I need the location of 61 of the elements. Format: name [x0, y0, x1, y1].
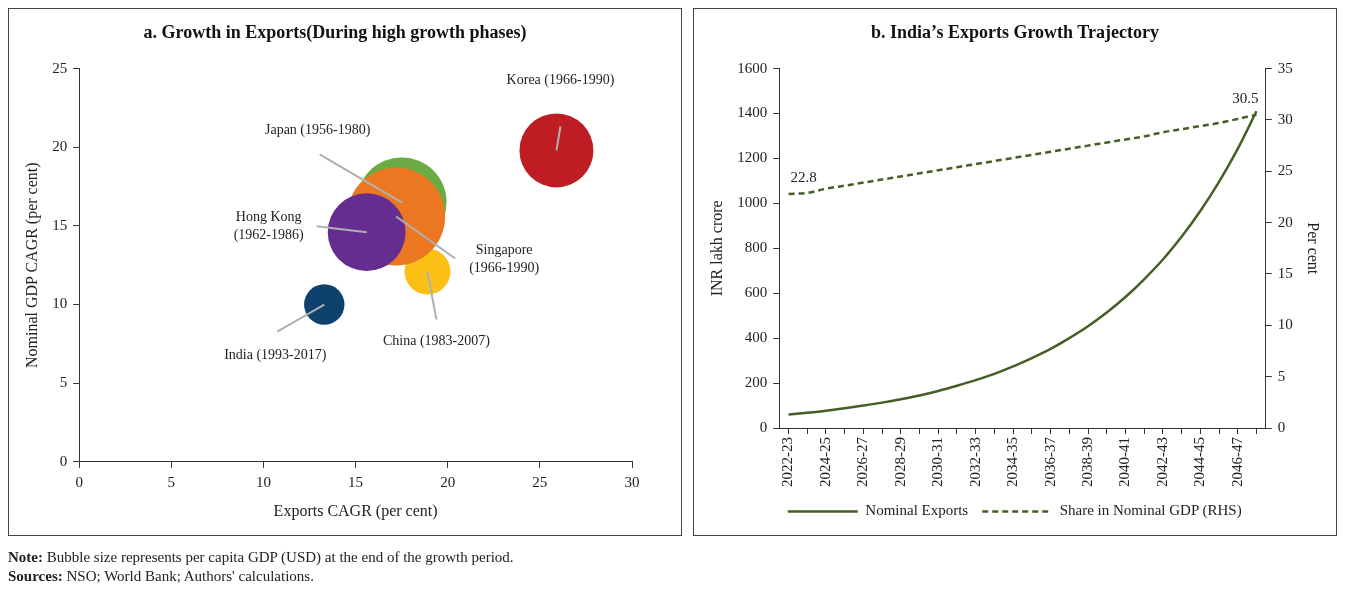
x-tick-label: 2044-45: [1191, 437, 1208, 487]
text: Korea (1966-1990): [506, 72, 615, 89]
x-tick-label: 15: [348, 473, 364, 490]
x-tick-label: 30: [624, 473, 640, 490]
x-tick-label: 2028-29: [891, 437, 908, 487]
x-tick-label: 10: [255, 473, 271, 490]
y-tick-label: 5: [59, 374, 68, 391]
y2-tick-label: 5: [1277, 367, 1286, 384]
y-tick-label: 1600: [737, 59, 768, 76]
x-tick-label: 2038-39: [1078, 437, 1095, 487]
x-tick-label: 2022-23: [779, 437, 796, 487]
y-tick-label: 25: [52, 59, 68, 76]
x-tick-label: 2026-27: [854, 436, 871, 487]
legend-label: Share in Nominal GDP (RHS): [1059, 502, 1242, 520]
y-tick-label: 1400: [737, 104, 768, 121]
text: China (1983-2007): [383, 333, 491, 350]
y2-tick-label: 15: [1277, 264, 1293, 281]
x-tick-label: 2042-43: [1153, 437, 1170, 487]
y-tick-label: 10: [52, 295, 68, 312]
x-tick-label: 20: [440, 473, 456, 490]
x-tick-label: 2046-47: [1228, 436, 1245, 487]
series-label: Japan (1956-1980): [264, 121, 371, 138]
y-axis-title: INR lakh crore: [707, 200, 725, 297]
y-tick-label: 800: [744, 239, 768, 256]
y2-tick-label: 0: [1277, 418, 1286, 435]
chart-title: b. India’s Exports Growth Trajectory: [871, 22, 1159, 43]
data-label: 30.5: [1232, 90, 1259, 107]
y-tick-label: 0: [759, 418, 768, 435]
series-label: India (1993-2017): [224, 347, 327, 364]
x-axis-title: Exports CAGR (per cent): [273, 501, 438, 520]
y2-tick-label: 30: [1277, 110, 1293, 127]
y2-tick-label: 35: [1277, 59, 1293, 76]
y2-axis-title: Per cent: [1305, 222, 1323, 275]
series-label: Hong Kong (1962-1986): [233, 208, 304, 243]
x-tick-label: 2040-41: [1116, 437, 1133, 487]
text: Singapore (1966-1990): [469, 242, 540, 277]
y-tick-label: 1200: [737, 149, 768, 166]
y-tick-label: 20: [52, 138, 68, 155]
y-tick-label: 400: [744, 329, 768, 346]
x-tick-label: 2036-37: [1041, 436, 1058, 487]
y2-tick-label: 20: [1277, 213, 1293, 230]
y-tick-label: 15: [52, 216, 68, 233]
y2-tick-label: 10: [1277, 316, 1293, 333]
y-tick-label: 600: [744, 284, 768, 301]
line-series: [787, 110, 1258, 416]
x-tick-label: 25: [532, 473, 548, 490]
y-tick-label: 1000: [737, 194, 768, 211]
x-tick-label: 0: [75, 473, 83, 490]
y-tick-label: 200: [744, 374, 768, 391]
text: Note: Bubble size represents per capita GDP (USD) at the end of the growth period.: [8, 548, 515, 567]
y2-tick-label: 25: [1277, 162, 1293, 179]
legend-label: Nominal Exports: [865, 502, 969, 519]
x-tick-label: 2034-35: [1004, 437, 1021, 487]
chart-title: a. Growth in Exports(During high growth phases): [143, 22, 527, 44]
source-note: Sources: NSO; World Bank; Authors' calculations.: [8, 567, 315, 586]
y-axis-title: Nominal GDP CAGR (per cent): [22, 162, 41, 368]
x-tick-label: 2024-25: [816, 437, 833, 487]
x-tick-label: 5: [167, 473, 176, 490]
x-tick-label: 2030-31: [929, 437, 946, 487]
data-label: 22.8: [790, 169, 817, 186]
x-tick-label: 2032-33: [966, 437, 983, 487]
